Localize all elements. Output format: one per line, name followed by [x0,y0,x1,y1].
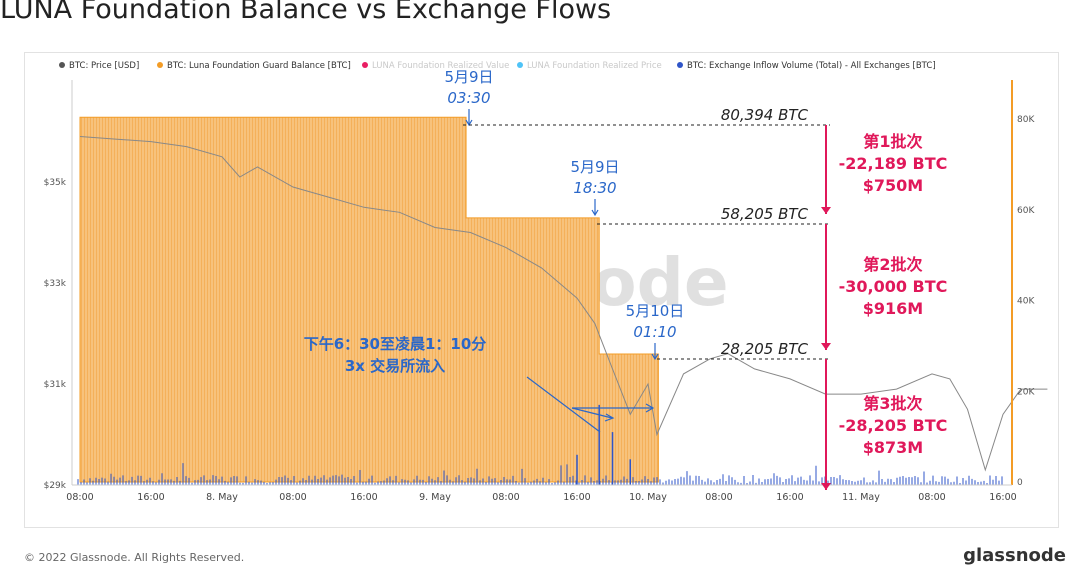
right-axis-ticks: 0 20K 40K 60K 80K [1017,115,1035,488]
left-tick-label: $29k [44,481,67,491]
batch-text: 第2批次 [863,255,922,274]
time-arrowhead [591,209,599,217]
note-arrow [526,376,601,433]
right-tick-label: 40K [1017,297,1035,307]
page-title: LUNA Foundation Balance vs Exchange Flow… [0,0,612,25]
batch-text: $873M [863,438,923,457]
x-axis-ticks: 08:00 16:00 8. May 08:00 16:00 9. May 08:00 16:… [66,492,1016,503]
legend-marker [362,62,368,68]
x-tick-label: 16:00 [989,492,1016,503]
time-annotation-date: 5月10日 [626,302,685,320]
time-annotation-time: 01:10 [633,323,676,341]
left-tick-label: $33k [44,279,67,289]
balance-area [79,116,659,483]
legend-marker [677,62,683,68]
time-annotation-date: 5月9日 [444,68,493,86]
footer-logo: glassnode [963,545,1066,566]
left-tick-label: $31k [44,380,67,390]
x-tick-label: 9. May [419,492,451,503]
x-tick-label: 10. May [629,492,667,503]
note-arrow [571,407,613,419]
batch-text: -30,000 BTC [839,277,948,296]
x-tick-label: 08:00 [918,492,945,503]
annotations: 5月9日 03:30 5月9日 18:30 5月10日 01:10 80,394 BTC 58… [304,68,948,490]
legend-marker [157,62,163,68]
x-tick-label: 08:00 [492,492,519,503]
batch-text: 第1批次 [863,132,922,151]
x-tick-label: 16:00 [563,492,590,503]
right-tick-label: 20K [1017,387,1035,397]
time-arrowhead [651,353,659,361]
x-tick-label: 08:00 [705,492,732,503]
legend: BTC: Price [USD] BTC: Luna Foundation Gua… [59,61,936,71]
left-tick-label: $35k [44,178,67,188]
note-arrowhead [604,413,615,422]
right-tick-label: 80K [1017,115,1035,125]
batch-arrowhead [821,483,831,490]
batch-arrowhead [821,207,831,214]
x-tick-label: 8. May [206,492,238,503]
copyright-text: © 2022 Glassnode. All Rights Reserved. [24,551,245,564]
batch-arrowhead [821,343,831,350]
level-label: 58,205 BTC [721,205,809,223]
batch-text: $916M [863,299,923,318]
right-tick-label: 60K [1017,206,1035,216]
right-tick-label: 0 [1017,478,1023,488]
batch-text: -28,205 BTC [839,416,948,435]
inflow-note-line1: 下午6：30至凌晨1：10分 [304,335,487,353]
inflow-note-line2: 3x 交易所流入 [345,357,445,375]
x-tick-label: 11. May [842,492,880,503]
level-label: 28,205 BTC [721,340,809,358]
x-tick-label: 08:00 [279,492,306,503]
note-arrowhead [645,403,655,413]
batch-text: -22,189 BTC [839,154,948,173]
x-tick-label: 16:00 [350,492,377,503]
legend-marker [517,62,523,68]
x-tick-label: 08:00 [66,492,93,503]
inflow-bars [77,404,1003,485]
legend-label: LUNA Foundation Realized Value [372,61,509,71]
left-axis-ticks: $29k $31k $33k $35k [44,178,67,491]
batch-text: $750M [863,176,923,195]
legend-label: BTC: Luna Foundation Guard Balance [BTC] [167,61,351,71]
legend-marker [59,62,65,68]
legend-label: BTC: Price [USD] [69,61,139,71]
batch-text: 第3批次 [863,394,922,413]
x-tick-label: 16:00 [137,492,164,503]
x-tick-label: 16:00 [776,492,803,503]
legend-label: LUNA Foundation Realized Price [527,61,662,71]
legend-label: BTC: Exchange Inflow Volume (Total) - Al… [687,61,936,71]
time-annotation-time: 03:30 [447,89,490,107]
time-annotation-time: 18:30 [573,179,616,197]
chart-frame [24,52,1059,528]
price-line [79,136,1048,472]
level-label: 80,394 BTC [721,106,809,124]
time-annotation-date: 5月9日 [570,158,619,176]
